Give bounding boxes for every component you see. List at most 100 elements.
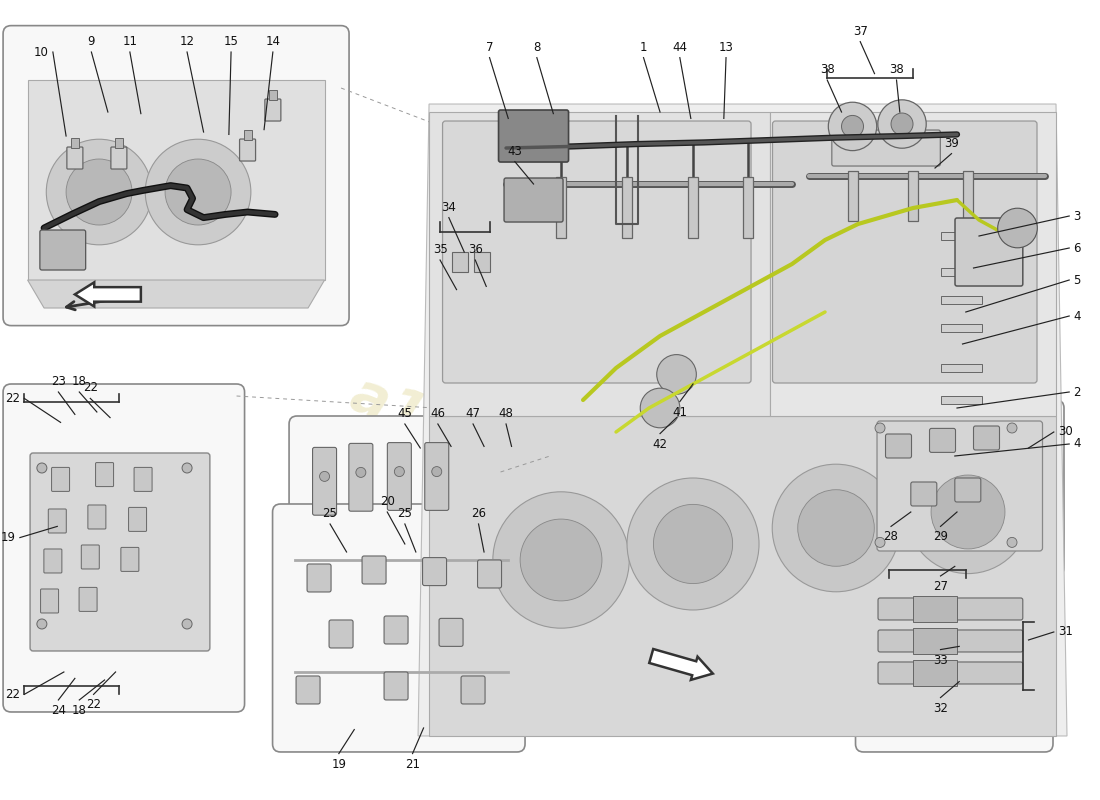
FancyBboxPatch shape	[387, 442, 411, 510]
Polygon shape	[75, 282, 141, 306]
Text: 28: 28	[883, 530, 899, 543]
FancyBboxPatch shape	[40, 230, 86, 270]
FancyBboxPatch shape	[955, 478, 981, 502]
Text: 31: 31	[1058, 626, 1072, 638]
FancyBboxPatch shape	[48, 509, 66, 533]
Bar	[940, 296, 982, 304]
Text: 47: 47	[465, 407, 481, 420]
FancyBboxPatch shape	[856, 580, 1053, 752]
Circle shape	[842, 115, 864, 138]
Text: 10: 10	[34, 46, 48, 58]
Text: 19: 19	[331, 758, 346, 770]
FancyBboxPatch shape	[44, 549, 62, 573]
Text: 35: 35	[432, 243, 448, 256]
Bar	[243, 130, 252, 140]
FancyBboxPatch shape	[329, 620, 353, 648]
Circle shape	[46, 139, 152, 245]
Circle shape	[320, 471, 330, 482]
Circle shape	[356, 467, 366, 478]
Circle shape	[906, 450, 1030, 574]
FancyBboxPatch shape	[265, 99, 280, 121]
Text: 1: 1	[640, 41, 647, 54]
FancyBboxPatch shape	[362, 556, 386, 584]
Bar	[908, 171, 918, 221]
Polygon shape	[28, 80, 324, 280]
Polygon shape	[770, 112, 1056, 416]
FancyBboxPatch shape	[878, 630, 1023, 652]
Text: 8: 8	[534, 41, 540, 54]
Text: 4: 4	[1074, 438, 1080, 450]
Polygon shape	[28, 280, 324, 308]
FancyBboxPatch shape	[955, 218, 1023, 286]
Bar	[474, 252, 490, 272]
Bar	[268, 90, 277, 100]
Circle shape	[520, 519, 602, 601]
FancyBboxPatch shape	[498, 110, 569, 162]
Bar	[940, 232, 982, 240]
Circle shape	[165, 159, 231, 225]
Polygon shape	[418, 104, 1067, 736]
FancyBboxPatch shape	[384, 616, 408, 644]
Circle shape	[798, 490, 875, 566]
Text: 39: 39	[944, 137, 959, 150]
Circle shape	[653, 504, 733, 583]
Circle shape	[37, 619, 47, 629]
FancyBboxPatch shape	[422, 558, 447, 586]
Bar	[742, 177, 754, 238]
Bar	[940, 324, 982, 332]
FancyBboxPatch shape	[240, 139, 255, 161]
Text: 2: 2	[1074, 386, 1080, 398]
Text: 43: 43	[507, 145, 522, 158]
Text: 26: 26	[471, 507, 486, 520]
Text: 3: 3	[1074, 210, 1080, 222]
Text: 7: 7	[486, 41, 493, 54]
FancyBboxPatch shape	[81, 545, 99, 569]
Text: 23: 23	[51, 375, 66, 388]
Polygon shape	[649, 649, 713, 680]
Circle shape	[891, 113, 913, 135]
Bar	[847, 171, 858, 221]
Circle shape	[878, 100, 926, 148]
Circle shape	[493, 492, 629, 628]
Circle shape	[183, 463, 192, 473]
Bar	[452, 252, 468, 272]
Bar	[940, 396, 982, 404]
FancyBboxPatch shape	[67, 147, 82, 169]
Text: 22: 22	[82, 382, 98, 394]
Circle shape	[183, 619, 192, 629]
Circle shape	[657, 354, 696, 394]
FancyBboxPatch shape	[504, 178, 563, 222]
FancyBboxPatch shape	[52, 467, 69, 491]
FancyBboxPatch shape	[930, 428, 956, 452]
Circle shape	[145, 139, 251, 245]
Text: 19: 19	[1, 531, 15, 544]
Circle shape	[1006, 538, 1018, 547]
Circle shape	[395, 466, 405, 477]
Text: 18: 18	[72, 375, 87, 388]
Text: 36: 36	[468, 243, 483, 256]
FancyBboxPatch shape	[349, 443, 373, 511]
Bar	[913, 628, 957, 654]
Bar	[913, 596, 957, 622]
FancyBboxPatch shape	[79, 587, 97, 611]
Text: 12: 12	[179, 35, 195, 48]
Circle shape	[66, 159, 132, 225]
Text: 25: 25	[397, 507, 412, 520]
Text: 22: 22	[86, 698, 101, 711]
Text: 13: 13	[718, 41, 734, 54]
Text: 85: 85	[735, 486, 915, 634]
Text: 22: 22	[6, 688, 20, 701]
Circle shape	[772, 464, 900, 592]
Circle shape	[874, 423, 886, 433]
Text: 20: 20	[379, 495, 395, 508]
FancyBboxPatch shape	[307, 564, 331, 592]
Text: 15: 15	[223, 35, 239, 48]
Bar	[556, 177, 566, 238]
Text: 33: 33	[933, 654, 948, 666]
Circle shape	[627, 478, 759, 610]
FancyBboxPatch shape	[3, 384, 244, 712]
Circle shape	[432, 466, 442, 477]
Text: 34: 34	[441, 201, 456, 214]
Text: 27: 27	[933, 580, 948, 593]
Text: 21: 21	[405, 758, 420, 770]
